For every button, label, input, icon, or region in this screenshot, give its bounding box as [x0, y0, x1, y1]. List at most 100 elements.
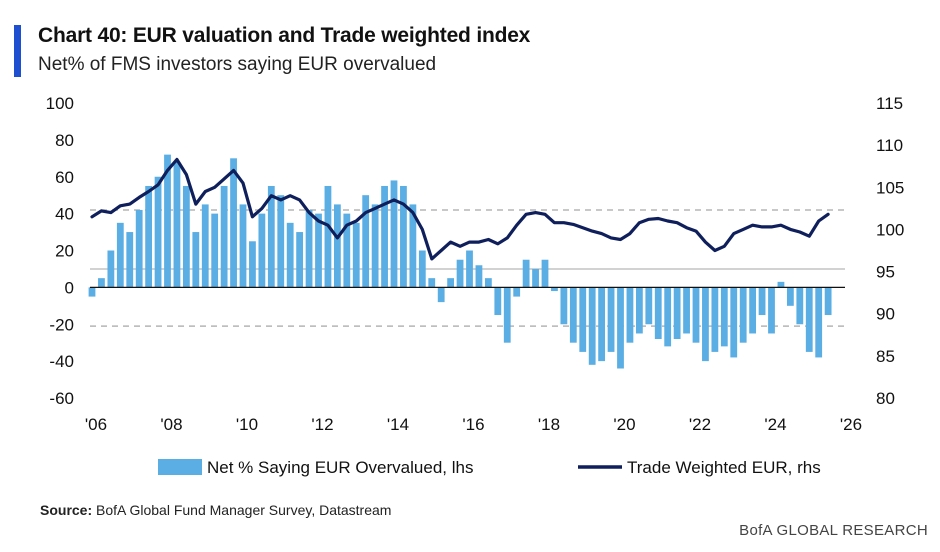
bar — [362, 195, 370, 288]
bar — [683, 287, 690, 334]
bar — [277, 195, 285, 288]
bar — [98, 278, 105, 288]
bar — [560, 287, 568, 325]
x-tick-label: '14 — [387, 415, 409, 434]
bar — [447, 278, 455, 288]
chart-title: Chart 40: EUR valuation and Trade weight… — [38, 24, 531, 47]
bar — [796, 287, 804, 325]
x-tick-label: '08 — [160, 415, 182, 434]
left-tick-label: 20 — [55, 242, 74, 261]
left-tick-label: 100 — [46, 94, 74, 113]
bar — [437, 287, 445, 303]
bar — [532, 268, 539, 288]
bar — [569, 287, 577, 343]
bar — [815, 287, 823, 358]
bar — [428, 278, 436, 288]
bar — [522, 259, 530, 288]
bar — [400, 185, 407, 288]
bar — [201, 204, 209, 288]
x-tick-label: '06 — [85, 415, 107, 434]
bar — [352, 222, 360, 288]
bar — [664, 287, 672, 347]
bar — [258, 213, 266, 288]
bar — [635, 287, 643, 334]
bar — [466, 250, 473, 288]
right-tick-label: 110 — [876, 136, 903, 155]
bar — [805, 287, 813, 352]
right-tick-label: 105 — [876, 178, 904, 197]
x-tick-label: '10 — [236, 415, 258, 434]
bar — [296, 232, 304, 288]
title-accent-bar — [14, 25, 21, 77]
right-tick-label: 100 — [876, 220, 904, 239]
bar — [579, 287, 587, 352]
bar — [456, 259, 464, 288]
bar — [324, 185, 332, 288]
x-tick-label: '22 — [689, 415, 711, 434]
x-tick-label: '12 — [311, 415, 333, 434]
bar — [409, 204, 417, 288]
bar — [626, 287, 634, 343]
left-tick-label: 80 — [55, 131, 74, 150]
bar — [249, 241, 256, 288]
bar — [730, 287, 738, 358]
bar — [503, 287, 511, 343]
bar — [107, 250, 115, 288]
bar — [145, 185, 153, 288]
bar — [475, 265, 483, 288]
bar — [768, 287, 775, 334]
left-tick-label: -20 — [49, 315, 74, 334]
bar — [230, 158, 237, 288]
x-tick-label: '16 — [462, 415, 484, 434]
bar — [390, 180, 398, 288]
bar — [286, 222, 294, 288]
bar — [343, 213, 351, 288]
bar — [824, 287, 832, 316]
left-tick-label: 40 — [55, 205, 74, 224]
x-tick-label: '26 — [840, 415, 862, 434]
bar — [692, 287, 700, 343]
x-tick-label: '20 — [613, 415, 635, 434]
bar — [551, 287, 558, 292]
bar — [126, 232, 134, 288]
bar — [164, 154, 171, 288]
bar — [749, 287, 757, 334]
bar — [513, 287, 521, 297]
bar — [786, 287, 794, 306]
bar — [711, 287, 719, 352]
bar — [192, 232, 200, 288]
bar — [135, 209, 143, 288]
brand-label: BofA GLOBAL RESEARCH — [739, 522, 928, 539]
chart-subtitle: Net% of FMS investors saying EUR overval… — [38, 54, 437, 75]
left-tick-label: -40 — [49, 352, 74, 371]
bar — [381, 185, 388, 288]
bar — [645, 287, 653, 325]
left-tick-label: -60 — [49, 389, 74, 408]
bar — [88, 287, 96, 297]
x-tick-label: '18 — [538, 415, 560, 434]
right-tick-label: 90 — [876, 305, 895, 324]
bar — [173, 162, 181, 288]
x-tick-label: '24 — [764, 415, 786, 434]
bar — [239, 204, 247, 288]
bar — [777, 281, 785, 288]
source-text: BofA Global Fund Manager Survey, Datastr… — [96, 502, 392, 518]
bar — [739, 287, 747, 343]
bar — [315, 213, 322, 288]
bar — [607, 287, 615, 352]
bar — [617, 287, 624, 369]
bar — [116, 222, 124, 288]
right-tick-label: 115 — [876, 94, 903, 113]
legend-bar-swatch — [158, 459, 202, 475]
legend-bar-label: Net % Saying EUR Overvalued, lhs — [207, 458, 473, 477]
bar — [418, 250, 426, 288]
right-tick-label: 80 — [876, 389, 895, 408]
source-note: Source: BofA Global Fund Manager Survey,… — [40, 502, 391, 518]
left-tick-label: 0 — [65, 278, 74, 297]
bar — [494, 287, 502, 316]
bar — [220, 185, 228, 288]
right-tick-label: 95 — [876, 263, 895, 282]
bar — [211, 213, 219, 288]
legend-line-label: Trade Weighted EUR, rhs — [627, 458, 821, 477]
bar — [484, 278, 492, 288]
